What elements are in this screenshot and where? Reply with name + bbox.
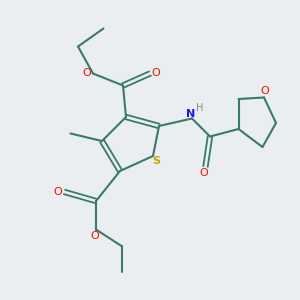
Text: O: O [199,168,208,178]
Text: O: O [260,86,269,96]
Text: O: O [53,187,62,197]
Text: O: O [152,68,160,79]
Text: H: H [196,103,204,113]
Text: O: O [90,231,99,241]
Text: N: N [186,109,195,119]
Text: S: S [153,156,160,167]
Text: O: O [82,68,91,79]
